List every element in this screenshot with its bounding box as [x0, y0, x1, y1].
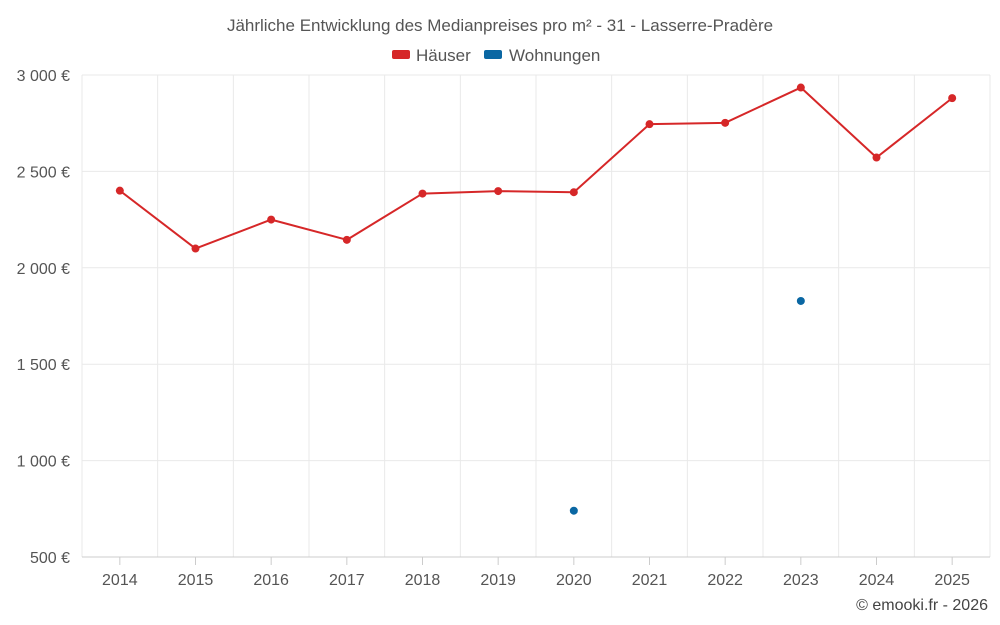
- data-point-haeuser[interactable]: [645, 120, 654, 129]
- y-tick-label: 500 €: [30, 550, 70, 567]
- y-tick-label: 3 000 €: [17, 68, 70, 85]
- x-tick-label: 2021: [632, 572, 668, 589]
- series-line-haeuser: [119, 86, 953, 250]
- data-point-haeuser[interactable]: [191, 244, 200, 253]
- y-tick-label: 1 500 €: [17, 357, 70, 374]
- data-point-haeuser[interactable]: [872, 153, 881, 162]
- data-point-haeuser[interactable]: [494, 187, 503, 196]
- legend-item-wohnungen[interactable]: Wohnungen: [484, 46, 600, 65]
- x-tick-label: 2019: [480, 572, 516, 589]
- x-tick-label: 2024: [859, 572, 895, 589]
- x-tick-label: 2014: [102, 572, 138, 589]
- data-point-haeuser[interactable]: [721, 118, 730, 127]
- x-tick-label: 2025: [934, 572, 970, 589]
- data-point-wohnungen[interactable]: [569, 506, 578, 515]
- y-tick-label: 1 000 €: [17, 454, 70, 471]
- x-tick-label: 2020: [556, 572, 592, 589]
- legend: Häuser Wohnungen: [392, 46, 600, 65]
- legend-item-haeuser[interactable]: Häuser: [392, 46, 471, 65]
- data-point-haeuser[interactable]: [342, 235, 351, 244]
- series-wohnungen: [569, 296, 805, 515]
- series: [115, 83, 957, 515]
- credit: © emooki.fr - 2026: [856, 597, 988, 614]
- data-point-haeuser[interactable]: [569, 188, 578, 197]
- chart-title: Jährliche Entwicklung des Medianpreises …: [227, 16, 773, 35]
- x-tick-label: 2016: [253, 572, 289, 589]
- legend-label-wohnungen: Wohnungen: [509, 46, 600, 65]
- x-tick-label: 2015: [178, 572, 214, 589]
- data-point-haeuser[interactable]: [418, 189, 427, 198]
- data-point-haeuser[interactable]: [796, 83, 805, 92]
- grid: [81, 74, 991, 557]
- data-point-haeuser[interactable]: [948, 94, 957, 103]
- data-point-wohnungen[interactable]: [796, 296, 805, 305]
- data-point-haeuser[interactable]: [267, 215, 276, 224]
- y-tick-label: 2 500 €: [17, 164, 70, 181]
- axes: 500 € 1 000 € 1 500 € 2 000 € 2 500 € 3 000 €…: [17, 68, 990, 589]
- x-tick-label: 2018: [405, 572, 441, 589]
- legend-swatch-wohnungen: [484, 50, 502, 59]
- legend-swatch-haeuser: [392, 50, 410, 59]
- series-haeuser: [115, 83, 957, 253]
- x-tick-label: 2023: [783, 572, 819, 589]
- legend-label-haeuser: Häuser: [416, 46, 471, 65]
- data-point-haeuser[interactable]: [115, 186, 124, 195]
- y-tick-label: 2 000 €: [17, 261, 70, 278]
- x-tick-label: 2022: [707, 572, 743, 589]
- x-tick-label: 2017: [329, 572, 365, 589]
